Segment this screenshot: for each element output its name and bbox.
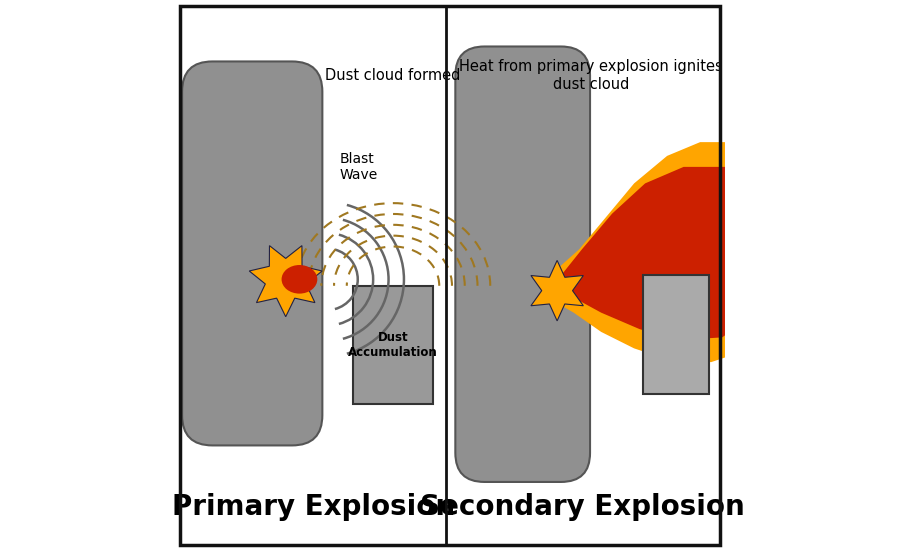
Text: Blast
Wave: Blast Wave — [340, 152, 378, 182]
FancyBboxPatch shape — [182, 62, 322, 446]
Polygon shape — [554, 142, 799, 362]
Bar — [353, 286, 433, 404]
Ellipse shape — [282, 265, 318, 294]
Text: Dust cloud formed: Dust cloud formed — [325, 68, 461, 83]
Text: Primary Explosion: Primary Explosion — [172, 493, 454, 521]
Polygon shape — [560, 167, 777, 340]
Polygon shape — [249, 246, 322, 317]
Polygon shape — [531, 260, 583, 321]
Text: Dust
Accumulation: Dust Accumulation — [348, 331, 438, 359]
Text: Heat from primary explosion ignites
dust cloud: Heat from primary explosion ignites dust… — [459, 59, 723, 92]
FancyBboxPatch shape — [455, 47, 590, 482]
Text: Secondary Explosion: Secondary Explosion — [420, 493, 745, 521]
Bar — [643, 275, 708, 394]
